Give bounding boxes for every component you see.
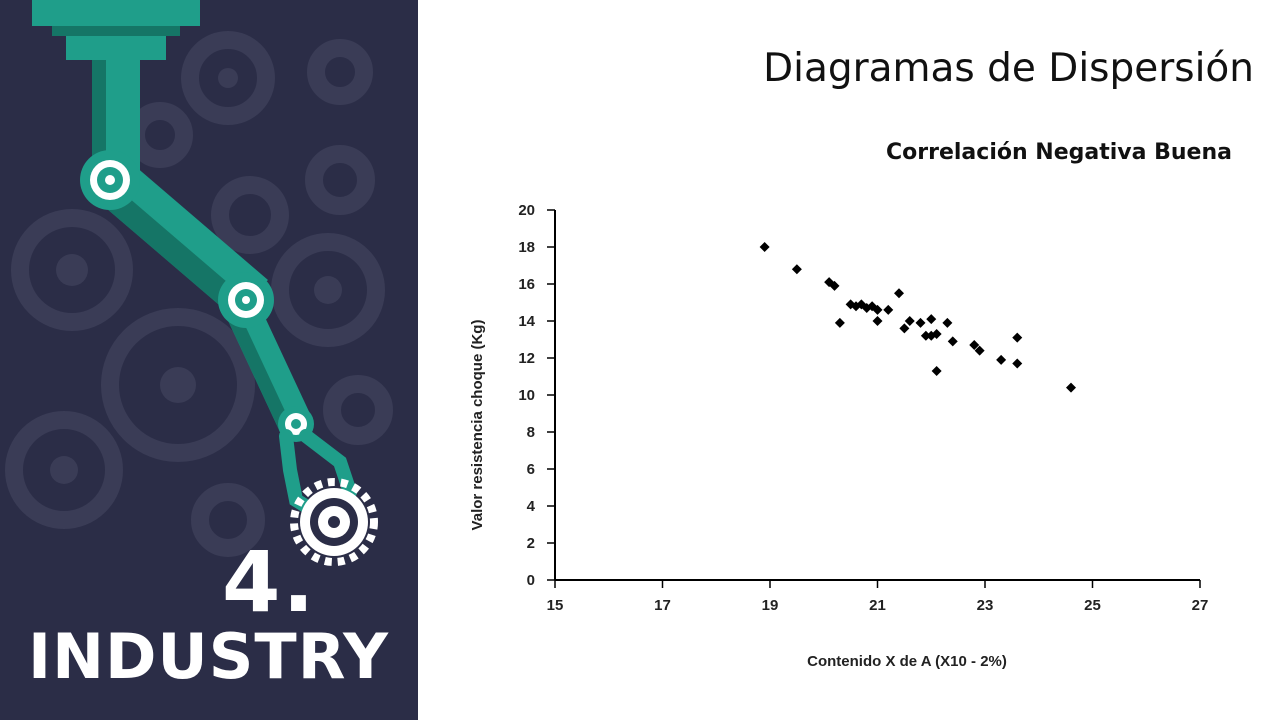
data-point [834, 317, 845, 328]
x-axis-ticks: 15 17 19 21 23 25 27 [547, 580, 1209, 614]
x-tick-label: 15 [547, 597, 564, 614]
data-point [899, 323, 910, 334]
data-point [1066, 382, 1076, 393]
chart-axes [554, 210, 1200, 581]
data-point [942, 317, 953, 328]
data-point [856, 299, 867, 310]
industry-number: 4. [222, 533, 317, 631]
y-tick-label: 4 [527, 498, 536, 515]
slide-title: Diagramas de Dispersión [763, 46, 1254, 91]
y-tick-label: 8 [527, 424, 535, 441]
data-point [947, 336, 958, 347]
y-tick-label: 2 [527, 535, 535, 552]
data-point [1012, 358, 1023, 369]
data-point [926, 330, 937, 341]
data-point [969, 340, 980, 351]
data-point [926, 314, 937, 325]
y-tick-label: 18 [518, 239, 535, 256]
data-point [845, 299, 856, 310]
x-tick-label: 21 [869, 597, 886, 614]
data-point [759, 242, 770, 252]
industry-word: INDUSTRY [28, 620, 389, 693]
data-point [974, 345, 985, 356]
data-point [904, 316, 915, 326]
scatter-chart: 0 2 4 6 8 10 12 14 16 18 20 15 17 19 21 23 25 27 Conteni… [469, 202, 1209, 670]
y-axis-label: Valor resistencia choque (Kg) [469, 320, 486, 531]
y-tick-label: 20 [518, 202, 535, 219]
data-point [894, 288, 904, 299]
data-points [759, 242, 1076, 393]
held-gear-icon [290, 478, 378, 566]
y-tick-label: 16 [518, 276, 535, 293]
data-point [829, 280, 840, 291]
data-point [920, 330, 931, 341]
data-point [861, 303, 872, 314]
x-tick-label: 27 [1192, 597, 1209, 614]
data-point [883, 304, 894, 315]
data-point [931, 365, 942, 376]
x-tick-label: 23 [977, 597, 994, 614]
data-point [996, 354, 1007, 365]
y-axis-ticks: 0 2 4 6 8 10 12 14 16 18 20 [518, 202, 555, 589]
y-tick-label: 6 [527, 461, 535, 478]
y-tick-label: 10 [518, 387, 535, 404]
y-tick-label: 12 [518, 350, 535, 367]
industry-graphic-panel: 4. INDUSTRY [0, 0, 418, 720]
data-point [872, 316, 883, 326]
data-point [1012, 332, 1023, 343]
y-tick-label: 0 [527, 572, 535, 589]
robot-arm-illustration [5, 0, 393, 566]
x-tick-label: 25 [1084, 597, 1101, 614]
data-point [872, 304, 883, 315]
data-point [867, 301, 878, 312]
slide-subtitle: Correlación Negativa Buena [886, 140, 1232, 165]
x-axis-label: Contenido X de A (X10 - 2%) [807, 653, 1007, 670]
x-tick-label: 17 [654, 597, 671, 614]
data-point [931, 328, 942, 339]
y-tick-label: 14 [518, 313, 535, 330]
data-point [791, 264, 802, 275]
data-point [915, 317, 926, 328]
x-tick-label: 19 [762, 597, 779, 614]
